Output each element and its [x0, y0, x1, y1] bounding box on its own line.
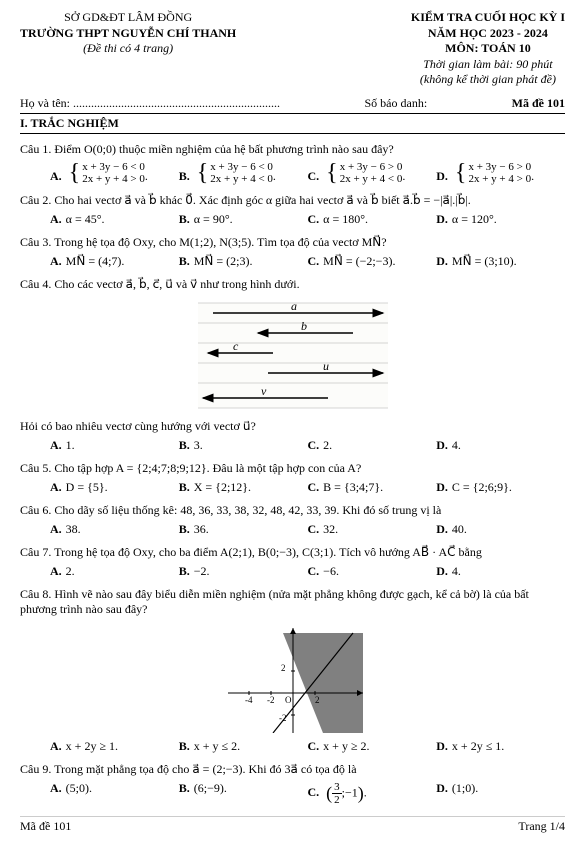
- q8-options: A.x + 2y ≥ 1. B.x + y ≤ 2. C.x + y ≥ 2. …: [20, 739, 565, 754]
- header-block: SỞ GD&ĐT LÂM ĐỒNG TRƯỜNG THPT NGUYỄN CHÍ…: [20, 10, 565, 88]
- q5-opt-a: A.D = {5}.: [50, 480, 179, 495]
- q6-opt-d: D.40.: [436, 522, 565, 537]
- q1-opt-c: C. {x + 3y − 6 > 02x + y + 4 < 0.: [308, 161, 437, 185]
- svg-text:c⃗: c⃗: [233, 339, 248, 353]
- q2-opt-c: C.α = 180°.: [308, 212, 437, 227]
- q3-options: A.MN⃗ = (4;7). B.MN⃗ = (2;3). C.MN⃗ = (−…: [20, 254, 565, 269]
- q7-opt-c: C.−6.: [308, 564, 437, 579]
- q6-opt-a: A.38.: [50, 522, 179, 537]
- svg-text:-4: -4: [245, 695, 253, 705]
- footer-left: Mã đề 101: [20, 819, 71, 834]
- q1-options: A. {x + 3y − 6 < 02x + y + 4 > 0. B. {x …: [20, 161, 565, 185]
- question-9: Câu 9. Trong mặt phẳng tọa độ cho a⃗ = (…: [20, 762, 565, 777]
- footer-right: Trang 1/4: [518, 819, 565, 834]
- q6-opt-c: C.32.: [308, 522, 437, 537]
- svg-text:-2: -2: [279, 713, 287, 723]
- svg-text:v⃗: v⃗: [261, 384, 276, 398]
- q9-opt-a: A.(5;0).: [50, 781, 179, 806]
- svg-text:2: 2: [281, 663, 286, 673]
- q4-figure: a⃗ b⃗ c⃗ u⃗ v⃗: [173, 298, 413, 413]
- q3-opt-d: D.MN⃗ = (3;10).: [436, 254, 565, 269]
- name-row: Họ và tên: .............................…: [20, 96, 565, 114]
- svg-text:O: O: [285, 695, 292, 705]
- q4-opt-c: C.2.: [308, 438, 437, 453]
- q2-opt-d: D.α = 120°.: [436, 212, 565, 227]
- q1-opt-d: D. {x + 3y − 6 > 02x + y + 4 > 0.: [436, 161, 565, 185]
- q1-opt-b: B. {x + 3y − 6 < 02x + y + 4 < 0.: [179, 161, 308, 185]
- year-line: NĂM HỌC 2023 - 2024: [411, 26, 565, 42]
- svg-text:-2: -2: [267, 695, 275, 705]
- org-line: SỞ GD&ĐT LÂM ĐỒNG: [20, 10, 236, 26]
- q2-options: A.α = 45°. B.α = 90°. C.α = 180°. D.α = …: [20, 212, 565, 227]
- q8-opt-c: C.x + y ≥ 2.: [308, 739, 437, 754]
- header-left: SỞ GD&ĐT LÂM ĐỒNG TRƯỜNG THPT NGUYỄN CHÍ…: [20, 10, 236, 88]
- question-4-sub: Hỏi có bao nhiêu vectơ cùng hướng với ve…: [20, 419, 565, 434]
- q5-opt-c: C.B = {3;4;7}.: [308, 480, 437, 495]
- svg-text:a⃗: a⃗: [291, 299, 306, 313]
- q5-opt-d: D.C = {2;6;9}.: [436, 480, 565, 495]
- q7-opt-a: A.2.: [50, 564, 179, 579]
- section-title: I. TRẮC NGHIỆM: [20, 114, 565, 134]
- q2-opt-a: A.α = 45°.: [50, 212, 179, 227]
- q8-opt-a: A.x + 2y ≥ 1.: [50, 739, 179, 754]
- q4-options: A.1. B.3. C.2. D.4.: [20, 438, 565, 453]
- q4-opt-d: D.4.: [436, 438, 565, 453]
- q3-opt-a: A.MN⃗ = (4;7).: [50, 254, 179, 269]
- q4-opt-a: A.1.: [50, 438, 179, 453]
- q6-options: A.38. B.36. C.32. D.40.: [20, 522, 565, 537]
- q7-opt-d: D.4.: [436, 564, 565, 579]
- q3-opt-b: B.MN⃗ = (2;3).: [179, 254, 308, 269]
- question-3: Câu 3. Trong hệ tọa độ Oxy, cho M(1;2), …: [20, 235, 565, 250]
- question-8: Câu 8. Hình vẽ nào sau đây biểu diễn miề…: [20, 587, 565, 617]
- q8-figure: -4 -2 2 2 -2 O: [218, 623, 368, 733]
- question-6: Câu 6. Cho dãy số liệu thống kê: 48, 36,…: [20, 503, 565, 518]
- note-line: (không kể thời gian phát đề): [411, 72, 565, 88]
- question-2: Câu 2. Cho hai vectơ a⃗ và b⃗ khác 0⃗. X…: [20, 193, 565, 208]
- q5-opt-b: B.X = {2;12}.: [179, 480, 308, 495]
- q9-opt-d: D.(1;0).: [436, 781, 565, 806]
- q3-opt-c: C.MN⃗ = (−2;−3).: [308, 254, 437, 269]
- q4-opt-b: B.3.: [179, 438, 308, 453]
- q2-opt-b: B.α = 90°.: [179, 212, 308, 227]
- name-label: Họ và tên: .............................…: [20, 96, 280, 111]
- duration-line: Thời gian làm bài: 90 phút: [411, 57, 565, 73]
- q7-opt-b: B.−2.: [179, 564, 308, 579]
- header-right: KIỂM TRA CUỐI HỌC KỲ I NĂM HỌC 2023 - 20…: [411, 10, 565, 88]
- q9-opt-b: B.(6;−9).: [179, 781, 308, 806]
- svg-text:b⃗: b⃗: [301, 319, 316, 333]
- question-4: Câu 4. Cho các vectơ a⃗, b⃗, c⃗, u⃗ và v…: [20, 277, 565, 292]
- question-1: Câu 1. Điểm O(0;0) thuộc miền nghiệm của…: [20, 142, 565, 157]
- q9-opt-c: C. (32;−1).: [308, 781, 437, 806]
- made-label: Mã đề 101: [512, 96, 565, 111]
- question-7: Câu 7. Trong hệ tọa độ Oxy, cho ba điểm …: [20, 545, 565, 560]
- q5-options: A.D = {5}. B.X = {2;12}. C.B = {3;4;7}. …: [20, 480, 565, 495]
- q1-opt-a: A. {x + 3y − 6 < 02x + y + 4 > 0.: [50, 161, 179, 185]
- q8-opt-d: D.x + 2y ≤ 1.: [436, 739, 565, 754]
- q8-opt-b: B.x + y ≤ 2.: [179, 739, 308, 754]
- subject-line: MÔN: TOÁN 10: [411, 41, 565, 57]
- q7-options: A.2. B.−2. C.−6. D.4.: [20, 564, 565, 579]
- q6-opt-b: B.36.: [179, 522, 308, 537]
- sbd-label: Số báo danh:: [365, 96, 428, 111]
- exam-title: KIỂM TRA CUỐI HỌC KỲ I: [411, 10, 565, 26]
- q9-options: A.(5;0). B.(6;−9). C. (32;−1). D.(1;0).: [20, 781, 565, 806]
- footer: Mã đề 101 Trang 1/4: [20, 816, 565, 834]
- page-count-line: (Đề thi có 4 trang): [20, 41, 236, 57]
- svg-text:u⃗: u⃗: [323, 359, 338, 373]
- svg-text:2: 2: [315, 695, 320, 705]
- school-line: TRƯỜNG THPT NGUYỄN CHÍ THANH: [20, 26, 236, 42]
- question-5: Câu 5. Cho tập hợp A = {2;4;7;8;9;12}. Đ…: [20, 461, 565, 476]
